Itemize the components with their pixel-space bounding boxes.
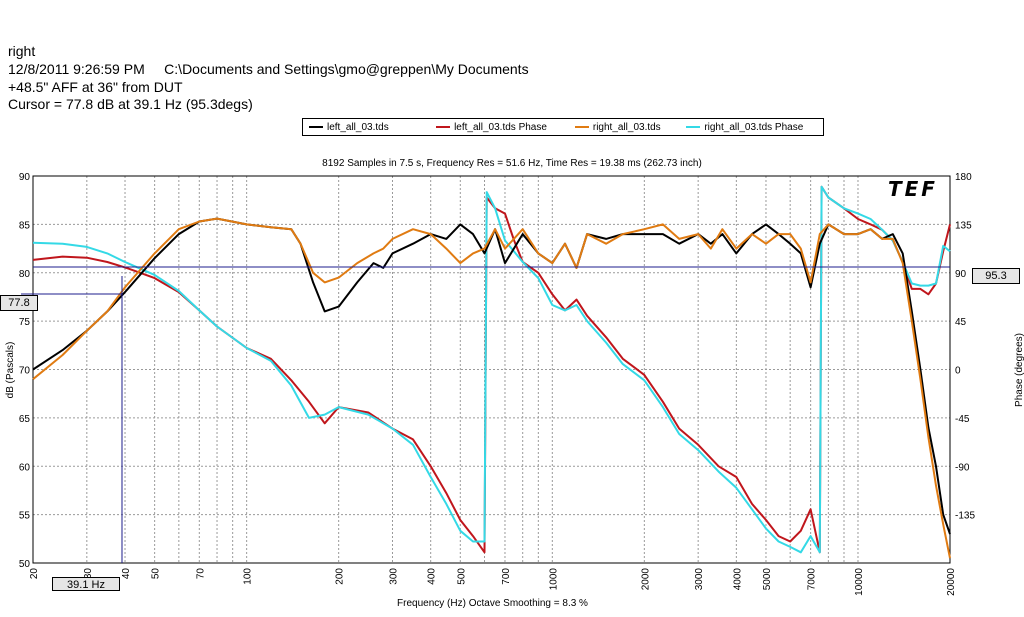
series-layer	[32, 185, 951, 559]
legend-label-left: left_all_03.tds	[327, 121, 389, 133]
x-axis-title: Frequency (Hz) Octave Smoothing = 8.3 %	[397, 598, 588, 609]
y-tick-label: 65	[19, 414, 31, 425]
x-tick-label: 10000	[854, 568, 865, 596]
tick-labels: 20 30 40 50 70 100 200 300 400 500 700 1000 2000 3000…	[19, 172, 976, 596]
y-tick-label: 85	[19, 220, 31, 231]
cursor-layer	[21, 266, 950, 563]
x-tick-label: 400	[427, 568, 438, 585]
cursor-readout: Cursor = 77.8 dB at 39.1 Hz (95.3degs)	[8, 96, 253, 112]
y2-tick-label: -45	[955, 414, 970, 425]
legend-swatch-right-phase	[686, 126, 701, 128]
y-tick-label: 50	[19, 559, 31, 570]
y2-tick-label: 90	[955, 269, 967, 280]
measurement-title: right	[8, 43, 36, 59]
y-tick-label: 75	[19, 317, 31, 328]
y2-tick-label: 0	[955, 366, 961, 377]
cursor-phase-readout: 95.3	[972, 268, 1020, 284]
x-tick-label: 300	[388, 568, 399, 585]
legend-swatch-right	[574, 126, 589, 128]
legend-item-left-phase: left_all_03.tds Phase	[436, 122, 569, 133]
y2-axis-title: Phase (degrees)	[1014, 333, 1024, 407]
x-tick-label: 200	[335, 568, 346, 585]
microphone-position: +48.5" AFF at 36" from DUT	[8, 79, 183, 95]
x-tick-label: 4000	[732, 568, 743, 591]
y-tick-label: 70	[19, 366, 31, 377]
x-tick-label: 1000	[548, 568, 559, 591]
y2-tick-label: -90	[955, 462, 970, 473]
cursor-db-readout: 77.8	[0, 295, 38, 311]
y-axis-title: dB (Pascals)	[5, 342, 16, 399]
y2-tick-label: 180	[955, 172, 972, 183]
x-tick-label: 50	[151, 568, 162, 580]
y2-tick-label: -135	[955, 511, 975, 522]
legend-item-left: left_all_03.tds	[309, 122, 430, 133]
x-tick-label: 700	[501, 568, 512, 585]
cursor-frequency-readout: 39.1 Hz	[52, 577, 120, 591]
y2-tick-label: 45	[955, 317, 967, 328]
legend-item-right: right_all_03.tds	[574, 121, 680, 133]
legend-label-left-phase: left_all_03.tds Phase	[454, 121, 547, 133]
x-tick-label: 7000	[807, 568, 818, 591]
x-tick-label: 20	[29, 568, 40, 580]
legend-item-right-phase: right_all_03.tds Phase	[686, 122, 823, 133]
y-tick-label: 60	[19, 462, 31, 473]
x-tick-label: 100	[243, 568, 254, 585]
x-tick-label: 40	[121, 568, 132, 580]
y-tick-label: 55	[19, 511, 31, 522]
tef-logo: TEF	[888, 177, 938, 201]
y-tick-label: 90	[19, 172, 31, 183]
x-tick-label: 70	[195, 568, 206, 580]
analysis-info-line: 8192 Samples in 7.5 s, Frequency Res = 5…	[322, 158, 702, 169]
series-line-1	[32, 185, 951, 554]
legend-swatch-left	[309, 126, 323, 128]
x-tick-label: 2000	[640, 568, 651, 591]
y2-tick-label: 135	[955, 220, 972, 231]
chart-legend: left_all_03.tds left_all_03.tds Phase ri…	[302, 118, 824, 136]
x-tick-label: 5000	[762, 568, 773, 591]
series-line-2	[32, 217, 951, 559]
x-tick-label: 500	[456, 568, 467, 585]
legend-label-right-phase: right_all_03.tds Phase	[704, 121, 804, 133]
x-tick-label: 20000	[946, 568, 957, 596]
x-tick-label: 3000	[694, 568, 705, 591]
legend-label-right: right_all_03.tds	[592, 121, 661, 133]
series-line-0	[32, 217, 951, 535]
x-tick-label: 30	[83, 568, 94, 580]
measurement-date-path: 12/8/2011 9:26:59 PM C:\Documents and Se…	[8, 61, 529, 77]
series-line-3	[32, 185, 951, 554]
y-tick-label: 80	[19, 269, 31, 280]
legend-swatch-left-phase	[436, 126, 451, 128]
